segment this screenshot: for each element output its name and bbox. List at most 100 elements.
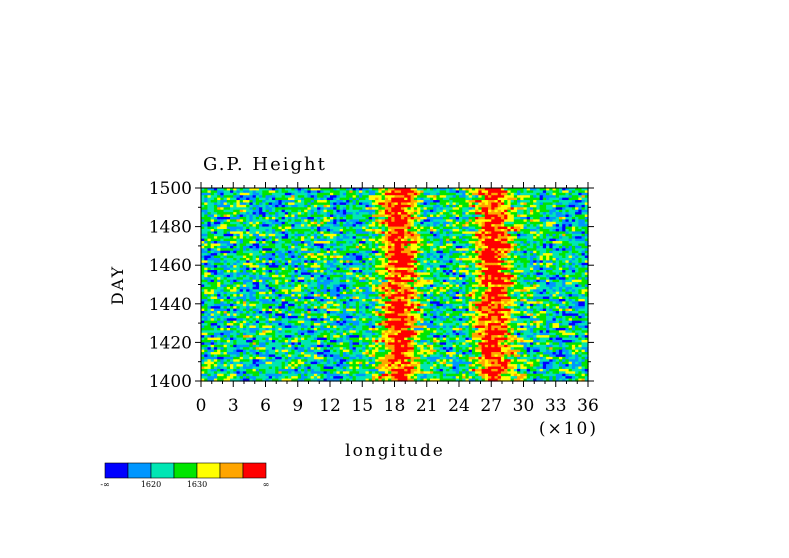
heatmap-cell: [368, 279, 373, 283]
heatmap-cell: [436, 204, 441, 208]
heatmap-cell: [201, 219, 205, 223]
heatmap-cell: [262, 277, 267, 281]
heatmap-cell: [397, 212, 402, 216]
heatmap-cell: [465, 233, 470, 237]
heatmap-cell: [207, 245, 212, 249]
heatmap-cell: [455, 282, 460, 286]
heatmap-cell: [562, 190, 567, 194]
heatmap-cell: [526, 216, 531, 220]
heatmap-cell: [413, 267, 418, 271]
heatmap-cell: [313, 226, 318, 230]
heatmap-cell: [568, 221, 573, 225]
heatmap-cell: [539, 279, 544, 283]
heatmap-cell: [226, 245, 231, 249]
heatmap-cell: [362, 209, 367, 213]
heatmap-cell: [333, 231, 338, 235]
heatmap-cell: [552, 262, 557, 266]
heatmap-cell: [491, 243, 496, 247]
heatmap-cell: [204, 243, 209, 247]
heatmap-cell: [565, 231, 570, 235]
heatmap-cell: [436, 192, 441, 196]
heatmap-cell: [371, 224, 376, 228]
heatmap-cell: [578, 190, 583, 194]
heatmap-cell: [239, 243, 244, 247]
heatmap-cell: [571, 270, 576, 274]
heatmap-cell: [371, 286, 376, 290]
heatmap-cell: [255, 207, 260, 211]
heatmap-cell: [333, 250, 338, 254]
heatmap-cell: [426, 284, 431, 288]
heatmap-cell: [455, 238, 460, 242]
heatmap-cell: [359, 282, 363, 286]
heatmap-cell: [494, 243, 499, 247]
heatmap-cell: [242, 257, 247, 261]
heatmap-cell: [381, 207, 386, 211]
heatmap-cell: [507, 216, 512, 220]
heatmap-cell: [323, 257, 328, 261]
heatmap-cell: [213, 212, 218, 216]
heatmap-cell: [300, 279, 305, 283]
heatmap-cell: [271, 224, 276, 228]
heatmap-cell: [349, 195, 354, 199]
heatmap-cell: [330, 209, 334, 213]
heatmap-cell: [207, 204, 212, 208]
heatmap-cell: [446, 200, 450, 204]
heatmap-cell: [394, 214, 399, 218]
heatmap-cell: [230, 231, 234, 235]
heatmap-cell: [281, 255, 286, 259]
heatmap-cell: [371, 253, 376, 257]
heatmap-cell: [562, 202, 567, 206]
heatmap-cell: [378, 214, 383, 218]
heatmap-cell: [259, 272, 263, 276]
heatmap-cell: [275, 260, 280, 264]
heatmap-cell: [310, 245, 315, 249]
heatmap-cell: [584, 245, 589, 249]
heatmap-cell: [578, 243, 583, 247]
heatmap-cell: [284, 243, 289, 247]
heatmap-cell: [223, 188, 228, 192]
heatmap-cell: [520, 216, 525, 220]
heatmap-cell: [465, 272, 470, 276]
heatmap-cell: [526, 238, 531, 242]
heatmap-cell: [310, 255, 315, 259]
heatmap-cell: [388, 216, 392, 220]
heatmap-cell: [355, 241, 360, 245]
heatmap-cell: [462, 200, 467, 204]
heatmap-cell: [342, 265, 347, 269]
heatmap-cell: [494, 192, 499, 196]
heatmap-cell: [455, 204, 460, 208]
heatmap-cell: [452, 219, 457, 223]
heatmap-cell: [242, 221, 247, 225]
heatmap-cell: [281, 250, 286, 254]
heatmap-cell: [475, 241, 479, 245]
heatmap-cell: [336, 260, 341, 264]
heatmap-cell: [513, 209, 518, 213]
heatmap-cell: [268, 236, 273, 240]
heatmap-cell: [313, 257, 318, 261]
heatmap-cell: [484, 200, 489, 204]
heatmap-cell: [571, 219, 576, 223]
heatmap-cell: [259, 241, 263, 245]
heatmap-cell: [375, 224, 379, 228]
heatmap-cell: [552, 216, 557, 220]
heatmap-cell: [475, 270, 479, 274]
heatmap-cell: [242, 248, 247, 252]
heatmap-cell: [233, 221, 238, 225]
heatmap-cell: [223, 238, 228, 242]
heatmap-cell: [529, 277, 534, 281]
heatmap-cell: [217, 241, 221, 245]
heatmap-cell: [307, 245, 312, 249]
heatmap-cell: [484, 245, 489, 249]
heatmap-cell: [281, 274, 286, 278]
heatmap-cell: [271, 255, 276, 259]
heatmap-cell: [500, 224, 505, 228]
heatmap-cell: [407, 282, 412, 286]
heatmap-cell: [520, 253, 525, 257]
heatmap-cell: [465, 190, 470, 194]
heatmap-cell: [459, 279, 463, 283]
heatmap-cell: [323, 214, 328, 218]
heatmap-cell: [394, 195, 399, 199]
heatmap-cell: [494, 284, 499, 288]
heatmap-cell: [223, 277, 228, 281]
heatmap-cell: [433, 241, 438, 245]
